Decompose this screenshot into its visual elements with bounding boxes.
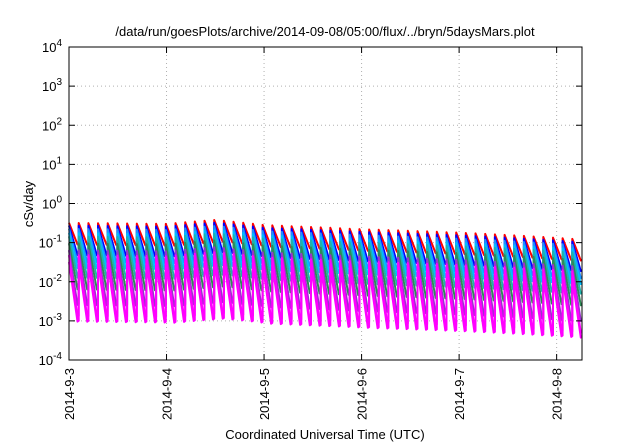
series-line	[68, 258, 583, 339]
y-tick-label: 102	[42, 116, 62, 133]
x-tick-label: 2014-9-3	[62, 368, 77, 420]
y-tick-label: 104	[42, 38, 62, 55]
y-tick-label: 103	[42, 77, 62, 94]
x-tick-label: 2014-9-4	[160, 368, 175, 420]
y-tick-label: 10-2	[39, 273, 63, 290]
y-axis-label: cSv/day	[21, 180, 36, 227]
y-tick-label: 10-1	[39, 234, 63, 251]
x-tick-label: 2014-9-7	[452, 368, 467, 420]
y-tick-label: 100	[42, 195, 62, 212]
y-tick-label: 10-4	[39, 351, 63, 368]
series-lines	[68, 219, 583, 339]
tick-marks	[68, 46, 582, 361]
y-tick-label: 101	[42, 155, 62, 172]
y-tick-label: 10-3	[39, 312, 63, 329]
x-tick-label: 2014-9-6	[355, 368, 370, 420]
x-tick-label: 2014-9-5	[257, 368, 272, 420]
chart-title: /data/run/goesPlots/archive/2014-09-08/0…	[115, 24, 535, 39]
x-tick-label: 2014-9-8	[550, 368, 565, 420]
y-tick-labels: 10-4 10-3 10-2 10-1 100 101 102 103 104	[39, 38, 63, 368]
x-tick-labels: 2014-9-3 2014-9-4 2014-9-5 2014-9-6 2014-9-7…	[62, 368, 565, 420]
x-axis-label: Coordinated Universal Time (UTC)	[225, 427, 424, 442]
